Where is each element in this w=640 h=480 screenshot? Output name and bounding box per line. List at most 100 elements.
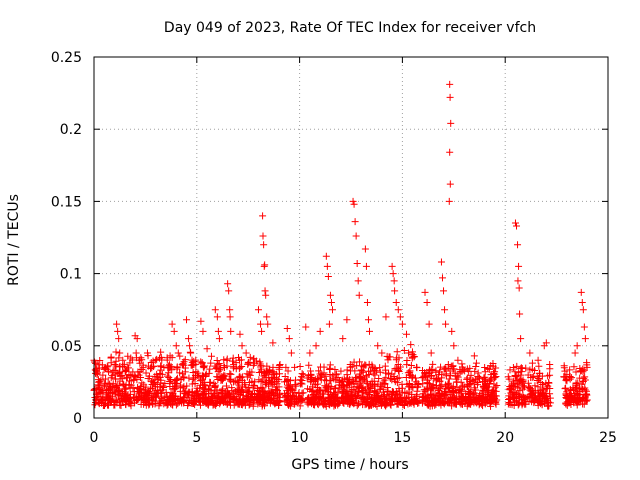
data-point bbox=[418, 374, 426, 382]
data-point bbox=[535, 374, 543, 382]
data-point bbox=[125, 398, 133, 406]
data-point bbox=[391, 287, 399, 295]
data-point bbox=[309, 386, 317, 394]
data-point bbox=[376, 368, 384, 376]
data-point bbox=[385, 394, 393, 402]
data-point bbox=[460, 383, 468, 391]
data-point bbox=[454, 373, 462, 381]
data-point bbox=[275, 391, 283, 399]
data-point bbox=[124, 394, 132, 402]
data-point bbox=[201, 373, 209, 381]
data-point bbox=[448, 402, 456, 410]
data-point bbox=[285, 335, 293, 343]
data-point bbox=[426, 402, 434, 410]
data-point bbox=[578, 298, 586, 306]
data-point bbox=[215, 335, 223, 343]
data-point bbox=[121, 390, 129, 398]
data-point bbox=[231, 377, 239, 385]
data-point bbox=[142, 395, 150, 403]
data-point bbox=[349, 386, 357, 394]
data-point bbox=[518, 368, 526, 376]
data-point bbox=[293, 399, 301, 407]
data-point bbox=[243, 387, 251, 395]
data-point bbox=[305, 361, 313, 369]
data-point bbox=[429, 399, 437, 407]
data-point bbox=[296, 376, 304, 384]
data-point bbox=[401, 398, 409, 406]
data-point bbox=[200, 364, 208, 372]
data-point bbox=[296, 397, 304, 405]
data-point bbox=[572, 398, 580, 406]
data-point bbox=[413, 364, 421, 372]
data-point bbox=[230, 361, 238, 369]
data-point bbox=[403, 330, 411, 338]
data-point bbox=[395, 385, 403, 393]
data-point bbox=[392, 391, 400, 399]
data-point bbox=[322, 252, 330, 260]
data-point bbox=[542, 339, 550, 347]
data-point bbox=[91, 393, 99, 401]
data-point bbox=[239, 373, 247, 381]
data-point bbox=[442, 365, 450, 373]
data-point bbox=[505, 375, 513, 383]
data-point bbox=[346, 380, 354, 388]
data-point bbox=[197, 377, 205, 385]
data-point bbox=[441, 387, 449, 395]
data-point bbox=[222, 382, 230, 390]
data-point bbox=[159, 382, 167, 390]
data-point bbox=[400, 346, 408, 354]
data-point bbox=[348, 391, 356, 399]
data-point bbox=[268, 378, 276, 386]
x-axis-label: GPS time / hours bbox=[291, 457, 408, 473]
data-point bbox=[455, 389, 463, 397]
data-point bbox=[440, 287, 448, 295]
data-point bbox=[437, 363, 445, 371]
data-point bbox=[478, 400, 486, 408]
data-point bbox=[562, 376, 570, 384]
data-point bbox=[490, 386, 498, 394]
data-point bbox=[152, 356, 160, 364]
data-point bbox=[484, 364, 492, 372]
data-point bbox=[363, 298, 371, 306]
data-point bbox=[326, 361, 334, 369]
data-point bbox=[312, 342, 320, 350]
data-point bbox=[114, 386, 122, 394]
data-point bbox=[530, 392, 538, 400]
data-point bbox=[225, 375, 233, 383]
data-point bbox=[427, 349, 435, 357]
data-point bbox=[388, 376, 396, 384]
data-point bbox=[218, 372, 226, 380]
data-point bbox=[461, 367, 469, 375]
data-point bbox=[262, 291, 270, 299]
data-point bbox=[119, 356, 127, 364]
data-point bbox=[147, 378, 155, 386]
data-point bbox=[210, 379, 218, 387]
data-point bbox=[124, 352, 132, 360]
data-point bbox=[238, 400, 246, 408]
data-point bbox=[176, 369, 184, 377]
data-point bbox=[393, 364, 401, 372]
data-point bbox=[122, 394, 130, 402]
data-point bbox=[249, 355, 257, 363]
data-point bbox=[379, 378, 387, 386]
data-point bbox=[191, 379, 199, 387]
data-point bbox=[351, 367, 359, 375]
data-point bbox=[102, 375, 110, 383]
data-point bbox=[201, 362, 209, 370]
data-point bbox=[125, 398, 133, 406]
data-point bbox=[476, 392, 484, 400]
data-point bbox=[98, 396, 106, 404]
data-point bbox=[445, 383, 453, 391]
data-point bbox=[102, 390, 110, 398]
data-point bbox=[236, 363, 244, 371]
data-point bbox=[260, 387, 268, 395]
data-point bbox=[120, 360, 128, 368]
data-point bbox=[287, 349, 295, 357]
data-point bbox=[393, 379, 401, 387]
data-point bbox=[450, 342, 458, 350]
data-point bbox=[183, 316, 191, 324]
data-point bbox=[208, 396, 216, 404]
data-point bbox=[100, 382, 108, 390]
data-point bbox=[258, 327, 266, 335]
data-point bbox=[115, 335, 123, 343]
